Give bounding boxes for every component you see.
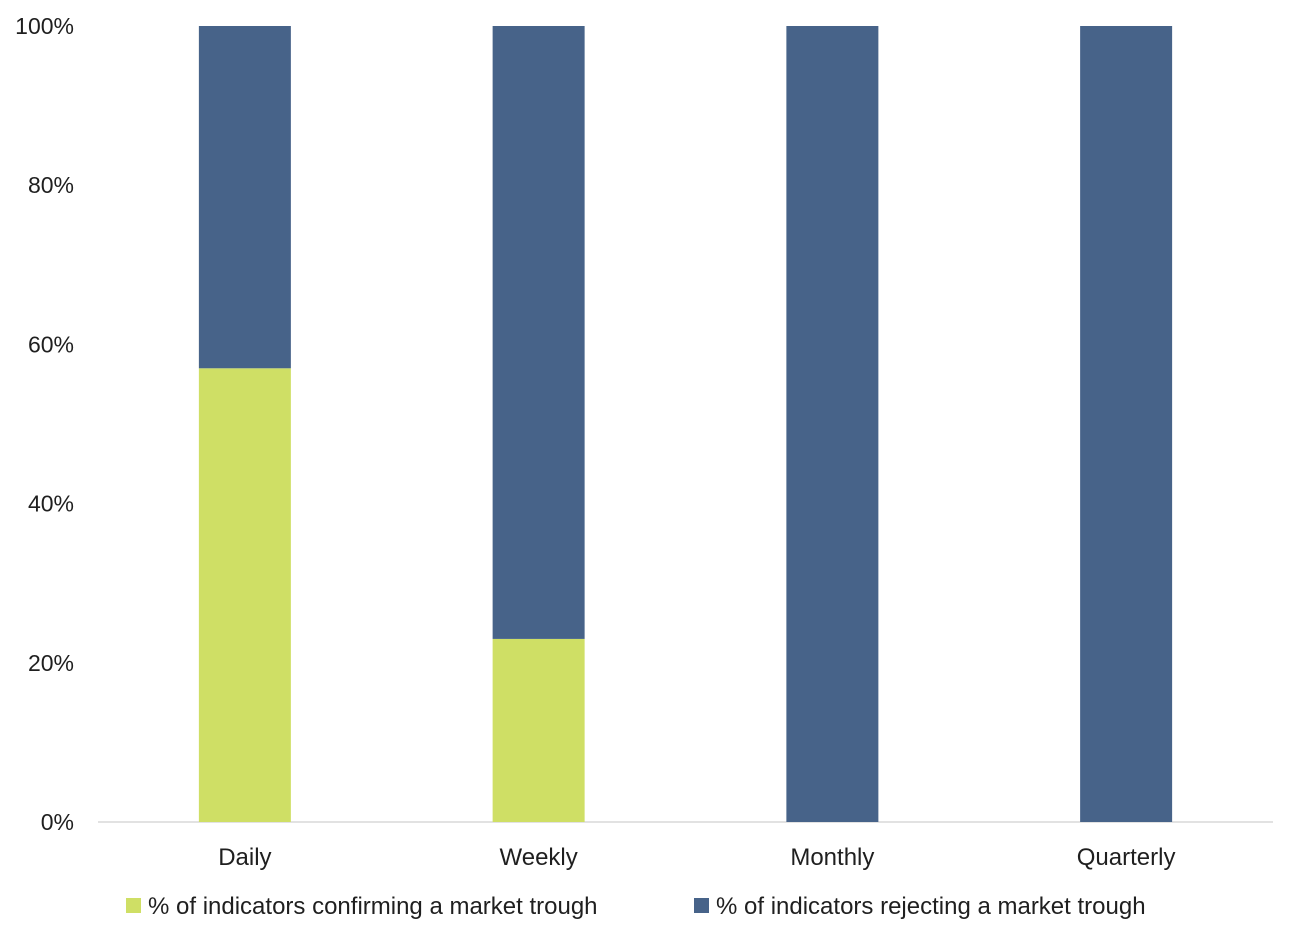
legend-swatch-confirming — [126, 898, 141, 913]
x-category-label: Monthly — [790, 844, 874, 871]
bar-weekly-rejecting — [492, 26, 585, 639]
legend-swatch-rejecting — [694, 898, 709, 913]
bars-group — [198, 26, 1173, 822]
x-category-label: Daily — [218, 844, 271, 871]
bar-monthly-rejecting — [786, 26, 879, 822]
y-tick-label: 20% — [28, 650, 74, 676]
x-category-label: Quarterly — [1077, 844, 1176, 871]
bar-weekly-confirming — [492, 638, 585, 822]
y-tick-label: 100% — [15, 13, 74, 39]
y-axis-tick-labels: 0% 20% 40% 60% 80% 100% — [15, 13, 74, 835]
bar-quarterly-rejecting — [1080, 26, 1173, 822]
legend: % of indicators confirming a market trou… — [126, 893, 1146, 920]
bar-daily-rejecting — [198, 26, 291, 369]
legend-label-rejecting: % of indicators rejecting a market troug… — [716, 893, 1146, 920]
x-axis-category-labels: Daily Weekly Monthly Quarterly — [218, 844, 1175, 871]
y-tick-label: 60% — [28, 331, 74, 357]
y-tick-label: 0% — [41, 809, 74, 835]
bar-daily-confirming — [198, 368, 291, 822]
legend-label-confirming: % of indicators confirming a market trou… — [148, 893, 598, 920]
y-tick-label: 80% — [28, 172, 74, 198]
x-category-label: Weekly — [500, 844, 578, 871]
y-tick-label: 40% — [28, 491, 74, 517]
